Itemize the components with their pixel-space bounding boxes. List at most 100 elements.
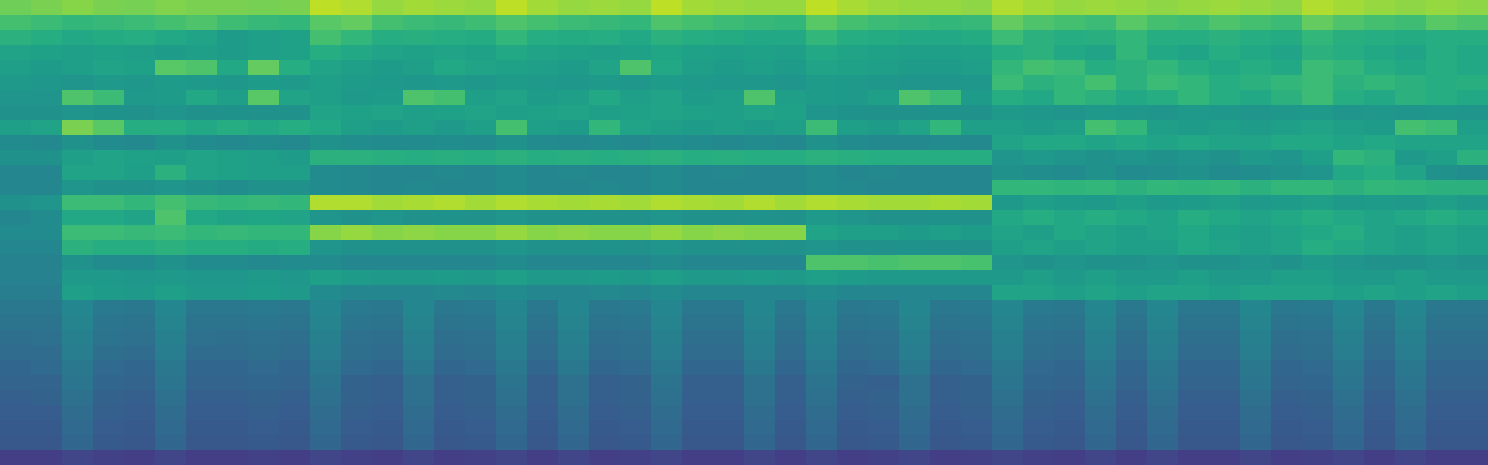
heatmap-cell <box>1209 225 1240 240</box>
heatmap-cell <box>1333 270 1364 285</box>
heatmap-cell <box>1395 60 1426 75</box>
heatmap-cell <box>62 15 93 30</box>
heatmap-cell <box>496 315 527 330</box>
heatmap-cell <box>248 420 279 435</box>
heatmap-cell <box>837 150 868 165</box>
heatmap-cell <box>558 330 589 345</box>
heatmap-cell <box>1333 15 1364 30</box>
heatmap-cell <box>465 0 496 15</box>
heatmap-cell <box>341 255 372 270</box>
heatmap-cell <box>589 15 620 30</box>
heatmap-cell <box>496 345 527 360</box>
heatmap-cell <box>310 45 341 60</box>
heatmap-cell <box>682 435 713 450</box>
heatmap-cell <box>899 255 930 270</box>
heatmap-cell <box>186 435 217 450</box>
heatmap-cell <box>1395 135 1426 150</box>
heatmap-cell <box>434 135 465 150</box>
heatmap-cell <box>837 60 868 75</box>
heatmap-cell <box>0 15 31 30</box>
heatmap-cell <box>992 210 1023 225</box>
heatmap-cell <box>1302 300 1333 315</box>
heatmap-cell <box>1116 120 1147 135</box>
heatmap-cell <box>1178 0 1209 15</box>
heatmap-cell <box>1426 285 1457 300</box>
heatmap-cell <box>1333 345 1364 360</box>
heatmap-cell <box>496 195 527 210</box>
heatmap-cell <box>403 105 434 120</box>
heatmap-cell <box>372 345 403 360</box>
heatmap-cell <box>93 270 124 285</box>
heatmap-cell <box>124 285 155 300</box>
heatmap-cell <box>1364 420 1395 435</box>
heatmap-cell <box>1116 345 1147 360</box>
heatmap-cell <box>31 210 62 225</box>
heatmap-cell <box>1426 390 1457 405</box>
heatmap-cell <box>930 390 961 405</box>
heatmap-cell <box>1178 270 1209 285</box>
heatmap-cell <box>961 15 992 30</box>
heatmap-cell <box>93 360 124 375</box>
heatmap-cell <box>992 345 1023 360</box>
heatmap-cell <box>558 345 589 360</box>
heatmap-cell <box>992 315 1023 330</box>
heatmap-cell <box>31 30 62 45</box>
heatmap-cell <box>744 270 775 285</box>
heatmap-cell <box>31 390 62 405</box>
heatmap-cell <box>1023 15 1054 30</box>
heatmap-cell <box>589 450 620 465</box>
heatmap-cell <box>1426 450 1457 465</box>
heatmap-cell <box>682 75 713 90</box>
heatmap-cell <box>589 150 620 165</box>
heatmap-cell <box>279 225 310 240</box>
heatmap-cell <box>992 90 1023 105</box>
heatmap-cell <box>1271 30 1302 45</box>
heatmap-cell <box>992 435 1023 450</box>
heatmap-cell <box>682 450 713 465</box>
heatmap-cell <box>775 45 806 60</box>
heatmap-cell <box>1395 240 1426 255</box>
heatmap-cell <box>465 15 496 30</box>
heatmap-cell <box>837 120 868 135</box>
heatmap-cell <box>1271 390 1302 405</box>
heatmap-cell <box>868 375 899 390</box>
heatmap-cell <box>806 135 837 150</box>
heatmap-cell <box>1302 420 1333 435</box>
heatmap-cell <box>558 15 589 30</box>
heatmap-cell <box>1302 0 1333 15</box>
heatmap-cell <box>1116 450 1147 465</box>
heatmap-cell <box>1457 210 1488 225</box>
heatmap-cell <box>930 30 961 45</box>
heatmap-cell <box>775 450 806 465</box>
heatmap-cell <box>868 390 899 405</box>
heatmap-cell <box>62 225 93 240</box>
heatmap-cell <box>713 30 744 45</box>
heatmap-cell <box>744 210 775 225</box>
heatmap-cell <box>31 405 62 420</box>
heatmap-cell <box>682 420 713 435</box>
heatmap-cell <box>930 360 961 375</box>
heatmap-cell <box>1364 240 1395 255</box>
heatmap-cell <box>1271 210 1302 225</box>
heatmap-cell <box>558 405 589 420</box>
heatmap-cell <box>1364 405 1395 420</box>
heatmap-cell <box>465 210 496 225</box>
heatmap-cell <box>186 120 217 135</box>
heatmap-cell <box>744 255 775 270</box>
heatmap-cell <box>837 405 868 420</box>
heatmap-cell <box>0 375 31 390</box>
heatmap-cell <box>1395 375 1426 390</box>
heatmap-cell <box>310 0 341 15</box>
heatmap-cell <box>899 360 930 375</box>
heatmap-cell <box>558 420 589 435</box>
heatmap-cell <box>155 195 186 210</box>
heatmap-cell <box>341 45 372 60</box>
heatmap-cell <box>372 270 403 285</box>
heatmap-cell <box>899 420 930 435</box>
heatmap-cell <box>992 180 1023 195</box>
heatmap-cell <box>1240 240 1271 255</box>
heatmap-cell <box>434 75 465 90</box>
heatmap-cell <box>465 240 496 255</box>
heatmap-cell <box>1457 135 1488 150</box>
heatmap-cell <box>124 105 155 120</box>
